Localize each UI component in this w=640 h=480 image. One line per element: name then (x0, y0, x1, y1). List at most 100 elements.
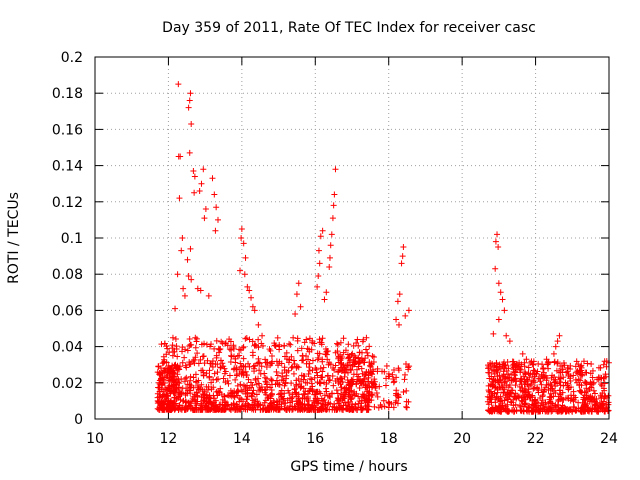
data-point (161, 380, 168, 387)
data-point (364, 406, 371, 413)
data-point (203, 341, 210, 348)
data-point (243, 372, 250, 379)
data-point (191, 173, 198, 180)
data-point (323, 381, 330, 388)
data-point (184, 256, 191, 263)
data-point (217, 357, 224, 364)
data-point (548, 382, 555, 389)
data-point (238, 225, 245, 232)
x-tick-label: 14 (233, 431, 251, 447)
data-point (185, 273, 192, 280)
data-point (529, 401, 536, 408)
data-point (191, 360, 198, 367)
data-point (244, 283, 251, 290)
data-point (521, 388, 528, 395)
data-point (341, 393, 348, 400)
data-point (240, 398, 247, 405)
data-point (166, 388, 173, 395)
data-point (554, 338, 561, 345)
data-point (598, 395, 605, 402)
data-point (548, 393, 555, 400)
data-point (599, 406, 606, 413)
data-point (191, 406, 198, 413)
data-point (315, 354, 322, 361)
data-point (335, 379, 342, 386)
data-point (337, 339, 344, 346)
data-point (342, 347, 349, 354)
data-point (289, 403, 296, 410)
data-point (174, 371, 181, 378)
data-point (197, 287, 204, 294)
data-point (327, 400, 334, 407)
data-point (322, 401, 329, 408)
data-point (496, 363, 503, 370)
data-point (567, 397, 574, 404)
data-point (328, 231, 335, 238)
data-point (593, 396, 600, 403)
data-point (324, 348, 331, 355)
data-point (309, 388, 316, 395)
data-point (543, 356, 550, 363)
data-point (240, 240, 247, 247)
data-point (329, 390, 336, 397)
data-point (552, 343, 559, 350)
y-tick-label: 0.1 (61, 231, 83, 247)
data-point (201, 340, 208, 347)
data-point (587, 370, 594, 377)
data-point (563, 406, 570, 413)
y-axis-title: ROTI / TECUs (6, 192, 22, 284)
data-point (314, 350, 321, 357)
data-point (298, 405, 305, 412)
data-point (187, 90, 194, 97)
data-point (506, 338, 513, 345)
data-point (553, 367, 560, 374)
data-point (172, 335, 179, 342)
data-point (237, 267, 244, 274)
data-point (401, 376, 408, 383)
data-point (517, 369, 524, 376)
y-tick-label: 0.18 (52, 86, 83, 102)
data-point (326, 263, 333, 270)
data-point (345, 341, 352, 348)
data-point (282, 406, 289, 413)
data-point (363, 406, 370, 413)
data-point (550, 350, 557, 357)
data-point (512, 401, 519, 408)
data-point (240, 343, 247, 350)
data-point (319, 227, 326, 234)
data-point (500, 405, 507, 412)
data-point (358, 397, 365, 404)
data-point (237, 347, 244, 354)
data-point (163, 343, 170, 350)
data-point (580, 396, 587, 403)
data-point (335, 354, 342, 361)
data-point (511, 407, 518, 414)
x-tick-label: 12 (160, 431, 178, 447)
data-point (242, 390, 249, 397)
data-point (221, 370, 228, 377)
data-point (486, 375, 493, 382)
data-point (395, 321, 402, 328)
data-point (198, 180, 205, 187)
data-point (489, 381, 496, 388)
data-point (288, 380, 295, 387)
data-point (537, 408, 544, 415)
data-point (200, 166, 207, 173)
data-point (492, 265, 499, 272)
data-point (373, 390, 380, 397)
data-point (494, 405, 501, 412)
y-tick-label: 0.14 (52, 159, 83, 175)
data-point (555, 398, 562, 405)
x-tick-label: 10 (86, 431, 104, 447)
data-point (188, 276, 195, 283)
data-point (565, 407, 572, 414)
data-point (192, 344, 199, 351)
data-point (368, 397, 375, 404)
data-point (602, 371, 609, 378)
data-point (295, 376, 302, 383)
data-point (291, 385, 298, 392)
data-point (263, 364, 270, 371)
data-point (570, 372, 577, 379)
data-point (246, 363, 253, 370)
